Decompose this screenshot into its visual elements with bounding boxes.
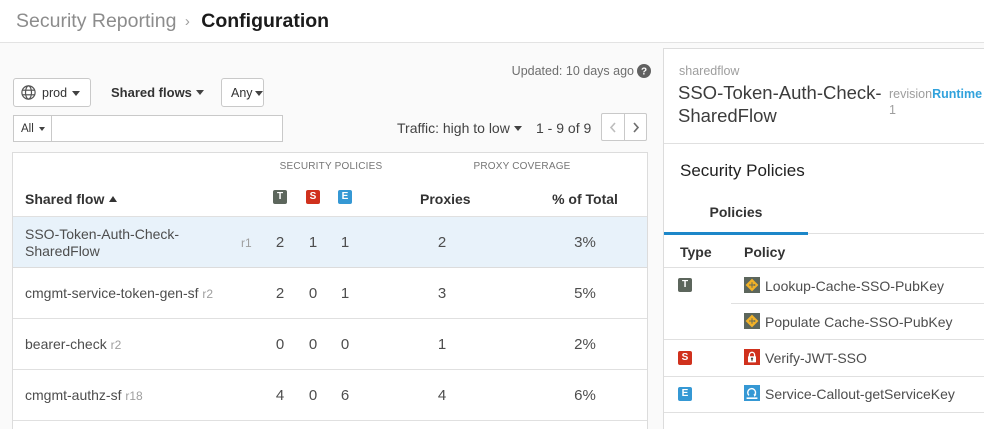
svg-text:?: ? [641, 67, 647, 78]
